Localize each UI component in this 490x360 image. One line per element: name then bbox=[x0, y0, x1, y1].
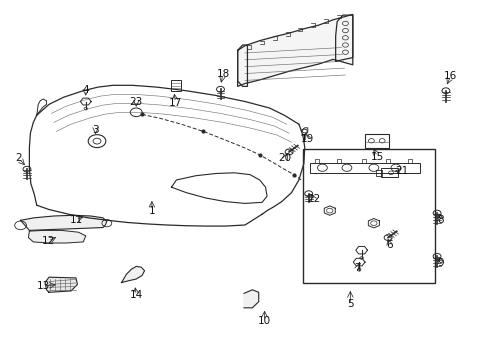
Text: 22: 22 bbox=[307, 194, 320, 204]
Text: 7: 7 bbox=[354, 263, 361, 273]
Text: 8: 8 bbox=[438, 215, 444, 225]
Bar bbox=[376, 170, 382, 176]
Polygon shape bbox=[122, 266, 145, 283]
Polygon shape bbox=[45, 277, 77, 292]
Text: 10: 10 bbox=[258, 316, 271, 326]
Bar bbox=[310, 163, 420, 173]
Text: 5: 5 bbox=[347, 299, 354, 309]
Bar bbox=[365, 134, 389, 148]
Text: 18: 18 bbox=[216, 69, 230, 79]
Text: 12: 12 bbox=[41, 236, 55, 246]
Bar bbox=[381, 168, 398, 177]
Text: 19: 19 bbox=[301, 134, 315, 144]
Text: 9: 9 bbox=[438, 258, 444, 268]
Text: 23: 23 bbox=[129, 96, 143, 107]
Text: 13: 13 bbox=[36, 281, 50, 291]
Text: 2: 2 bbox=[15, 153, 22, 163]
Polygon shape bbox=[21, 215, 107, 230]
Text: 4: 4 bbox=[82, 85, 89, 95]
Text: 15: 15 bbox=[370, 152, 384, 162]
Text: 16: 16 bbox=[444, 71, 458, 81]
Text: 20: 20 bbox=[279, 153, 292, 163]
Text: 6: 6 bbox=[386, 240, 393, 250]
Text: 21: 21 bbox=[395, 166, 409, 176]
Text: 3: 3 bbox=[92, 125, 99, 135]
Bar bbox=[303, 149, 435, 283]
Text: 1: 1 bbox=[148, 206, 155, 216]
Text: 14: 14 bbox=[129, 290, 143, 300]
Polygon shape bbox=[244, 290, 259, 308]
Bar bbox=[171, 80, 181, 91]
Text: 17: 17 bbox=[169, 98, 182, 108]
Polygon shape bbox=[238, 14, 353, 86]
Polygon shape bbox=[28, 230, 86, 243]
Text: 11: 11 bbox=[69, 215, 83, 225]
